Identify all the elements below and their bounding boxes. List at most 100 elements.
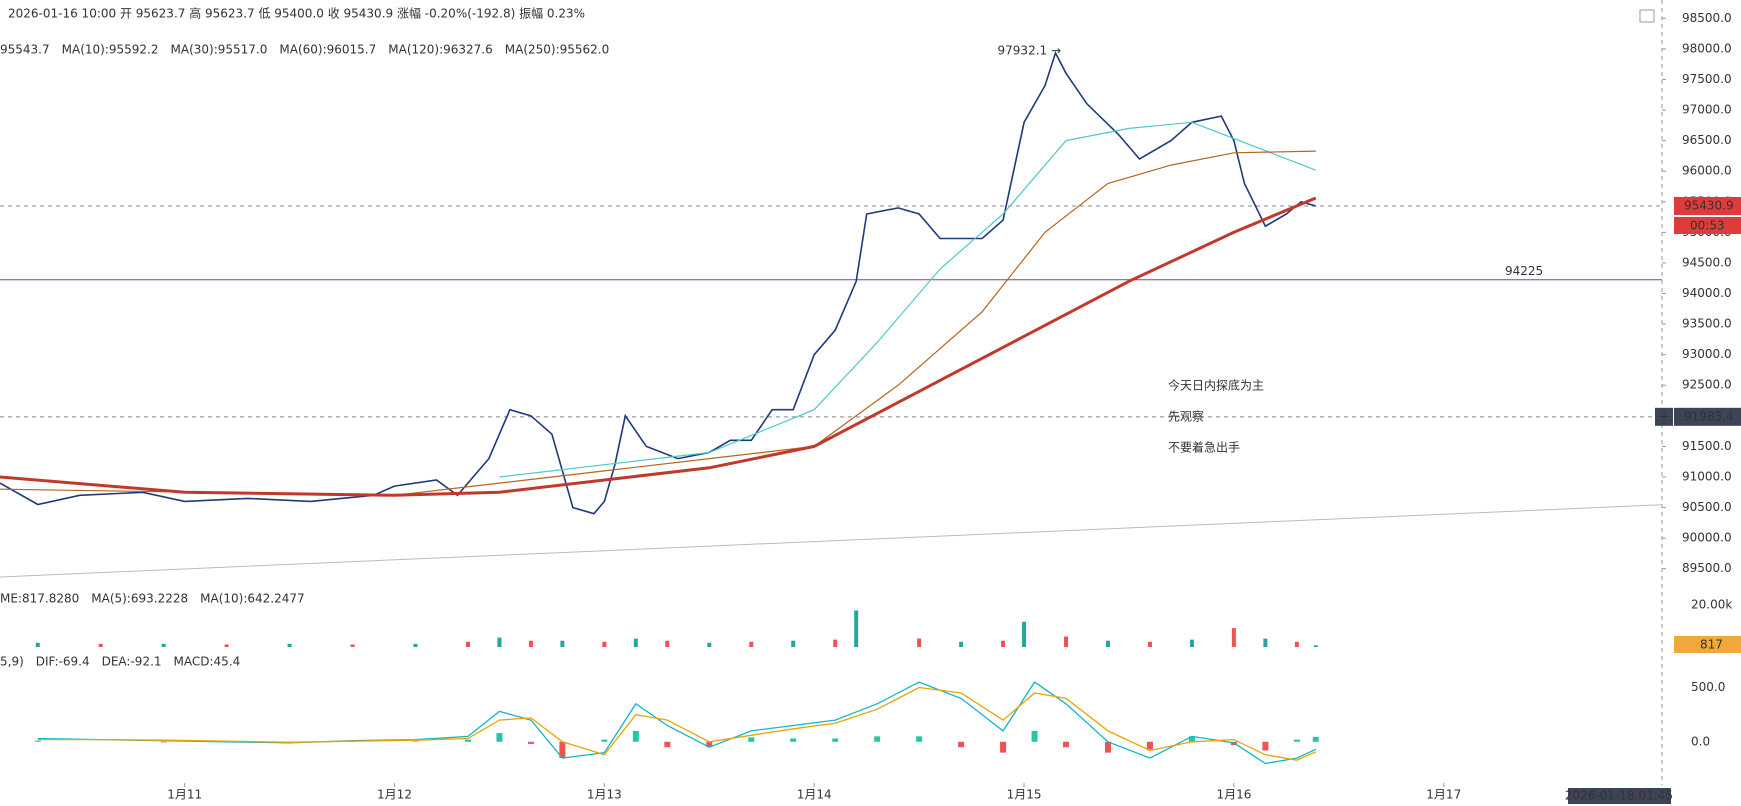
volume-bar: [35, 642, 40, 647]
volume-bar: [665, 640, 670, 647]
countdown: 00:53: [1690, 218, 1725, 232]
time-tag: 2026-01-18 01:45: [1565, 789, 1673, 803]
macd-bar: [527, 741, 534, 744]
y-tick-label: 97500.0: [1682, 72, 1732, 86]
volume-bar: [602, 641, 607, 647]
y-tick-label: 94000.0: [1682, 286, 1732, 300]
volume-bar: [1189, 639, 1194, 647]
annotation: 今天日内探底为主: [1168, 378, 1264, 393]
x-tick-label: 1月11: [167, 788, 202, 802]
peak-label: 97932.1 →: [998, 44, 1061, 58]
macd-bar: [1262, 741, 1269, 751]
macd-legend: MACD:45.4: [174, 655, 241, 669]
price-tag-box: [1674, 407, 1741, 426]
volume-legend: ME:817.8280: [0, 592, 79, 606]
volume-bar: [749, 641, 754, 647]
macd-bar: [748, 737, 755, 742]
y-tick-label: 91500.0: [1682, 439, 1732, 453]
macd-bar: [1293, 739, 1300, 742]
annotation: 不要着急出手: [1168, 440, 1240, 455]
trendline: [0, 504, 1663, 578]
macd-bar: [664, 741, 671, 748]
y-tick-label: 94500.0: [1682, 255, 1732, 269]
macd-bar: [874, 736, 881, 742]
time-tag-box: [1568, 788, 1671, 804]
macd-legend: DEA:-92.1: [102, 655, 162, 669]
series-line: [499, 121, 1317, 478]
macd-bar: [1000, 741, 1007, 753]
y-tick-label: 90500.0: [1682, 500, 1732, 514]
macd-bar: [412, 741, 419, 742]
volume-bar: [1263, 638, 1268, 647]
series-line: [0, 150, 1316, 496]
series-line: [0, 50, 1317, 515]
macd-bar: [34, 740, 41, 742]
volume-bar: [854, 610, 859, 647]
macd-bar: [496, 733, 503, 742]
volume-bar: [1147, 641, 1152, 647]
macd-bar: [1146, 741, 1153, 750]
fullscreen-icon[interactable]: [1639, 9, 1655, 23]
volume-bar: [560, 640, 565, 647]
y-tick-label: 90000.0: [1682, 531, 1732, 545]
x-tick-label: 1月17: [1426, 788, 1461, 802]
series-line: [0, 196, 1317, 497]
macd-bar: [559, 741, 566, 759]
volume-bar: [465, 641, 470, 647]
volume-bar: [1106, 640, 1110, 647]
macd-bar: [1188, 736, 1195, 742]
ma-legend: MA(250):95562.0: [505, 43, 610, 57]
volume-bar: [350, 644, 355, 647]
macd-bar: [1063, 741, 1070, 748]
price-tag-box: [1674, 196, 1741, 215]
volume-bar: [224, 644, 229, 647]
macd-legend: 5,9): [0, 655, 24, 669]
volume-tick-label: 20.00k: [1691, 598, 1732, 612]
x-tick-label: 1月14: [797, 788, 832, 802]
ma-legend: MA(30):95517.0: [171, 43, 268, 57]
macd-bar: [916, 736, 923, 742]
macd-bar: [160, 741, 167, 743]
y-tick-label: 93000.0: [1682, 347, 1732, 361]
y-tick-label: 97000.0: [1682, 103, 1732, 117]
level-label: 94225: [1505, 264, 1543, 278]
y-tick-label: 93500.0: [1682, 317, 1732, 331]
volume-bar: [1313, 645, 1318, 647]
volume-bar: [161, 643, 166, 647]
crosshair-icon: +: [1659, 409, 1669, 423]
x-tick-label: 1月13: [587, 788, 622, 802]
macd-tick-label: 0.0: [1691, 734, 1710, 748]
macd-bar: [1312, 736, 1319, 742]
volume-bar: [917, 638, 922, 647]
ma-legend: 95543.7: [0, 43, 50, 57]
macd-bar: [601, 739, 608, 742]
macd-bar: [464, 739, 471, 742]
macd-bar: [706, 741, 713, 748]
ma-legend: MA(10):95592.2: [62, 43, 159, 57]
price-tag-label: 91983.4: [1684, 409, 1734, 423]
volume-bar: [497, 637, 502, 647]
macd-bar: [632, 730, 639, 742]
header: 2026-01-16 10:00 开 95623.7 高 95623.7 低 9…: [8, 6, 585, 21]
volume-bar: [1001, 640, 1006, 647]
x-tick-label: 1月15: [1007, 788, 1042, 802]
y-tick-label: 89500.0: [1682, 561, 1732, 575]
volume-bar: [1022, 621, 1027, 647]
macd-legend: DIF:-69.4: [36, 655, 90, 669]
volume-bar: [1064, 636, 1069, 647]
volume-bar: [959, 641, 964, 647]
volume-bar: [791, 640, 796, 647]
y-tick-label: 91000.0: [1682, 469, 1732, 483]
volume-bar: [1294, 641, 1299, 647]
macd-bar: [1105, 741, 1111, 753]
macd-bar: [790, 738, 797, 742]
y-tick-label: 98000.0: [1682, 41, 1732, 55]
y-tick-label: 96000.0: [1682, 164, 1732, 178]
macd-bar: [1031, 730, 1038, 742]
volume-tag-box: [1674, 636, 1741, 653]
volume-bar: [633, 638, 638, 647]
y-tick-label: 98500.0: [1682, 11, 1732, 25]
macd-bar: [832, 738, 839, 742]
